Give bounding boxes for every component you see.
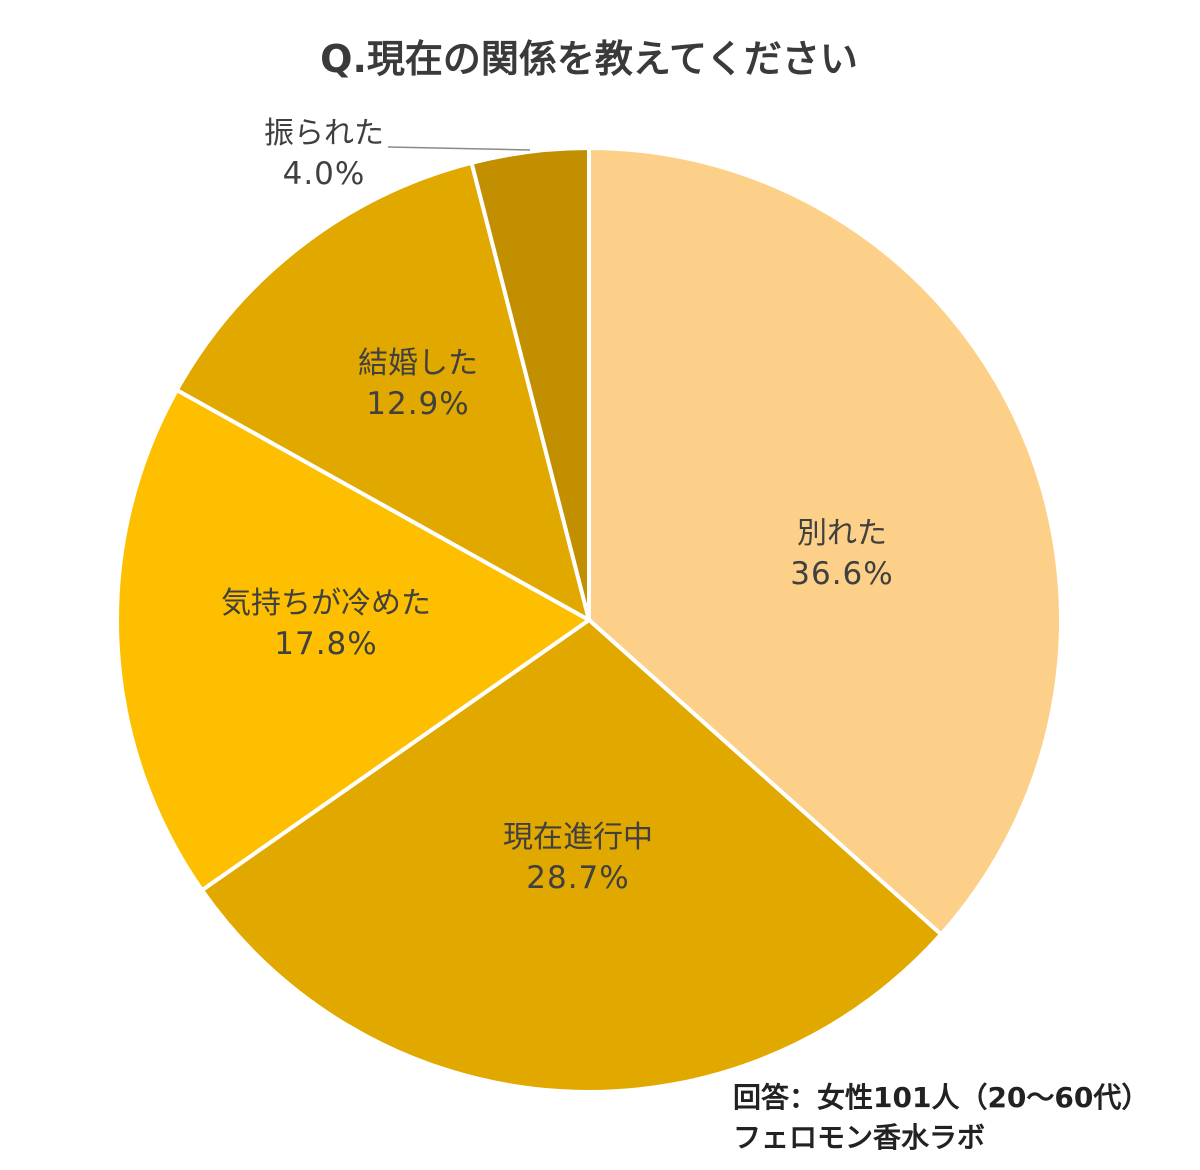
slice-label-kekkon-shita: 結婚した 12.9% bbox=[358, 346, 478, 422]
slice-label-furareta: 振られた 4.0% bbox=[264, 116, 384, 192]
pie-slice-1 bbox=[199, 618, 944, 1094]
pie-slice-4 bbox=[469, 146, 591, 622]
pie-slices bbox=[115, 146, 1063, 1094]
leader-line bbox=[387, 146, 531, 151]
pie-slice-3 bbox=[174, 160, 591, 622]
pie-slice-0 bbox=[587, 146, 1063, 937]
respondent-note: 回答：女性101人（20～60代） フェロモン香水ラボ bbox=[733, 1081, 1150, 1154]
slice-label-wakareta: 別れた 36.6% bbox=[790, 516, 894, 592]
chart-title: Q.現在の関係を教えてください bbox=[320, 37, 858, 81]
slice-label-genzai-shinkochu: 現在進行中 28.7% bbox=[503, 820, 653, 896]
pie-slice-2 bbox=[115, 388, 591, 893]
slice-label-kimochi-sameta: 気持ちが冷めた 17.8% bbox=[221, 586, 431, 662]
